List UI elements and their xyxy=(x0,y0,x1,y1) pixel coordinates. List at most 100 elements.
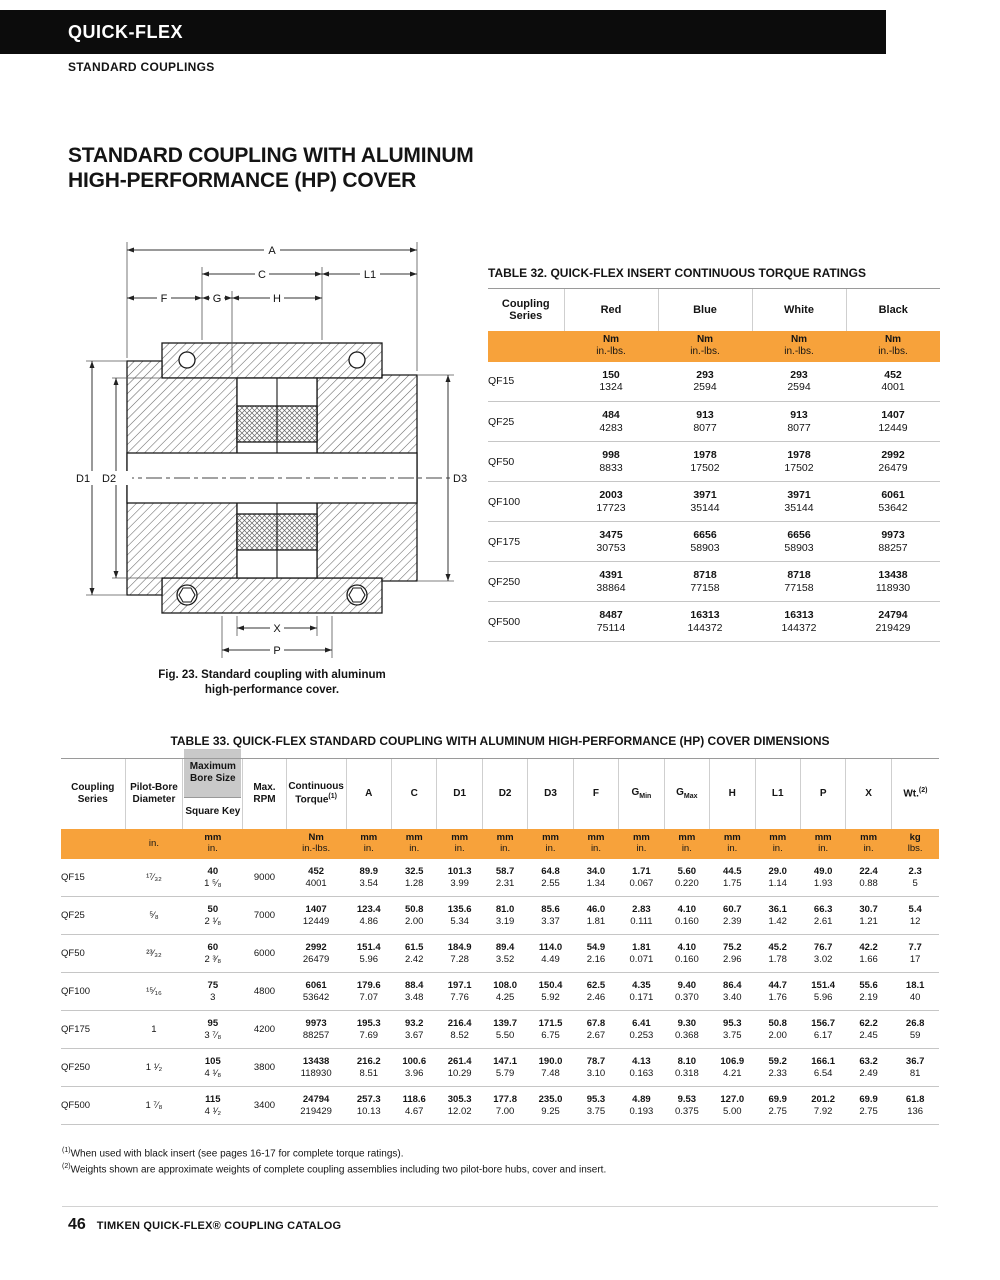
figure-caption: Fig. 23. Standard coupling with aluminum… xyxy=(112,668,432,698)
dim-label-d1: D1 xyxy=(76,473,90,485)
dim-cell: 1.81 0.071 xyxy=(618,934,665,974)
figure-caption-line1: Fig. 23. Standard coupling with aluminum xyxy=(158,669,386,681)
weight-cell: 2.3 5 xyxy=(891,858,939,898)
torque-value-cell: 4391 38864 xyxy=(564,561,658,602)
dim-cell: 64.8 2.55 xyxy=(527,858,574,898)
dim-cell: 86.4 3.40 xyxy=(709,972,755,1012)
dimensions-row: QF25 ⁵⁄₈ 50 2 ¹⁄₈ 7000 1407 12449 123.4 4.86 50.8… xyxy=(61,896,939,936)
col-dim-a: A xyxy=(345,758,392,829)
dim-label-l1: L1 xyxy=(364,269,376,281)
torque-value-cell: 1407 12449 xyxy=(846,401,940,442)
torque-value-cell: 16313 144372 xyxy=(658,601,752,642)
max-bore-cell: 75 3 xyxy=(182,972,243,1012)
dim-cell: 50.8 2.00 xyxy=(755,1010,801,1050)
dimensions-section: TABLE 33. QUICK-FLEX STANDARD COUPLING W… xyxy=(61,734,939,1126)
units-cell: mm in. xyxy=(845,829,892,859)
dim-cell: 4.35 0.171 xyxy=(618,972,665,1012)
col-pilot-bore-diameter: Pilot-Bore Diameter xyxy=(124,758,183,829)
dim-cell: 2.83 0.111 xyxy=(618,896,665,936)
dim-cell: 69.9 2.75 xyxy=(845,1086,892,1126)
figure-caption-line2: high-performance cover. xyxy=(204,683,340,696)
dim-cell: 139.7 5.50 xyxy=(482,1010,528,1050)
dimensions-row: QF175 1 95 3 ⁷⁄₈ 4200 9973 88257 195.3 7.69 93.2 3… xyxy=(61,1010,939,1050)
series-cell: QF25 xyxy=(488,401,564,442)
dim-cell: 49.0 1.93 xyxy=(800,858,846,898)
rpm-cell: 6000 xyxy=(242,934,287,974)
dim-cell: 59.2 2.33 xyxy=(755,1048,801,1088)
dim-cell: 63.2 2.49 xyxy=(845,1048,892,1088)
dim-cell: 6.41 0.253 xyxy=(618,1010,665,1050)
max-bore-cell: 40 1 ⁵⁄₈ xyxy=(182,858,243,898)
dim-cell: 171.5 6.75 xyxy=(527,1010,574,1050)
torque-value-cell: 913 8077 xyxy=(658,401,752,442)
series-cell: QF175 xyxy=(61,1010,126,1050)
weight-cell: 5.4 12 xyxy=(891,896,939,936)
bolt-hex-left xyxy=(178,587,196,603)
units-cell: Nm in.-lbs. xyxy=(564,330,658,362)
dim-cell: 216.2 8.51 xyxy=(346,1048,392,1088)
units-cell: Nm in.-lbs. xyxy=(658,330,752,362)
dim-cell: 29.0 1.14 xyxy=(755,858,801,898)
torque-value-cell: 484 4283 xyxy=(564,401,658,442)
dim-label-a: A xyxy=(268,245,276,257)
units-cell: mm in. xyxy=(800,829,846,859)
dim-cell: 127.0 5.00 xyxy=(709,1086,755,1126)
dim-cell: 67.8 2.67 xyxy=(573,1010,619,1050)
torque-value-cell: 6656 58903 xyxy=(658,521,752,562)
dim-cell: 150.4 5.92 xyxy=(527,972,574,1012)
col-weight: Wt.(2) xyxy=(890,758,939,829)
torque-cell: 2992 26479 xyxy=(286,934,347,974)
dim-cell: 81.0 3.19 xyxy=(482,896,528,936)
units-empty-cell xyxy=(488,330,564,362)
max-bore-size-label: Maximum Bore Size xyxy=(184,749,242,797)
dim-cell: 179.6 7.07 xyxy=(346,972,392,1012)
dim-cell: 4.89 0.193 xyxy=(618,1086,665,1126)
col-white: White xyxy=(751,288,846,331)
torque-value-cell: 3971 35144 xyxy=(752,481,846,522)
dim-cell: 32.5 1.28 xyxy=(391,858,437,898)
dim-cell: 95.3 3.75 xyxy=(709,1010,755,1050)
weight-cell: 36.7 81 xyxy=(891,1048,939,1088)
torque-ratings-table: Coupling Series Red Blue White Black Nm i… xyxy=(488,288,940,642)
dim-cell: 54.9 2.16 xyxy=(573,934,619,974)
weight-cell: 18.1 40 xyxy=(891,972,939,1012)
torque-value-cell: 1978 17502 xyxy=(752,441,846,482)
col-dim-f: F xyxy=(572,758,619,829)
units-cell: mm in. xyxy=(436,829,483,859)
dim-cell: 62.2 2.45 xyxy=(845,1010,892,1050)
rpm-cell: 7000 xyxy=(242,896,287,936)
col-dim-l1: L1 xyxy=(754,758,801,829)
dimensions-row: QF500 1 ⁷⁄₈ 115 4 ¹⁄₂ 3400 24794 219429 257.3 10… xyxy=(61,1086,939,1126)
torque-value-cell: 3971 35144 xyxy=(658,481,752,522)
series-cell: QF500 xyxy=(61,1086,126,1126)
dim-cell: 4.13 0.163 xyxy=(618,1048,665,1088)
pilot-bore-cell: ¹⁷⁄₃₂ xyxy=(125,858,183,898)
torque-value-cell: 3475 30753 xyxy=(564,521,658,562)
footnote-1: (1)When used with black insert (see page… xyxy=(62,1147,404,1160)
units-cell: mm in. xyxy=(482,829,528,859)
pilot-bore-cell: 1 ⁷⁄₈ xyxy=(125,1086,183,1126)
dim-cell: 76.7 3.02 xyxy=(800,934,846,974)
rpm-cell: 4200 xyxy=(242,1010,287,1050)
series-cell: QF15 xyxy=(61,858,126,898)
dimensions-units-row: in. mm in. Nm in.-lbs. mm in. mm in. mm in. mm in. mm… xyxy=(61,829,939,859)
units-cell: Nm in.-lbs. xyxy=(752,330,846,362)
coupling-cross-section-drawing: A C L1 F G H X P D1 D2 D3 xyxy=(72,242,472,658)
page-footer: 46 TIMKEN QUICK-FLEX® COUPLING CATALOG xyxy=(68,1216,341,1234)
rpm-cell: 3400 xyxy=(242,1086,287,1126)
dim-cell: 4.10 0.160 xyxy=(664,896,710,936)
weight-cell: 7.7 17 xyxy=(891,934,939,974)
dim-label-p: P xyxy=(273,645,280,657)
col-continuous-torque: Continuous Torque(1) xyxy=(285,758,347,829)
dim-label-c: C xyxy=(258,269,266,281)
series-cell: QF250 xyxy=(488,561,564,602)
units-cell: mm in. xyxy=(391,829,437,859)
dim-cell: 78.7 3.10 xyxy=(573,1048,619,1088)
dim-cell: 177.8 7.00 xyxy=(482,1086,528,1126)
dim-cell: 184.9 7.28 xyxy=(436,934,483,974)
dimensions-row: QF50 ²³⁄₃₂ 60 2 ³⁄₈ 6000 2992 26479 151.4 5.96 61… xyxy=(61,934,939,974)
torque-cell: 9973 88257 xyxy=(286,1010,347,1050)
dim-cell: 62.5 2.46 xyxy=(573,972,619,1012)
masthead-bar: QUICK-FLEX xyxy=(0,10,886,54)
weight-cell: 26.8 59 xyxy=(891,1010,939,1050)
